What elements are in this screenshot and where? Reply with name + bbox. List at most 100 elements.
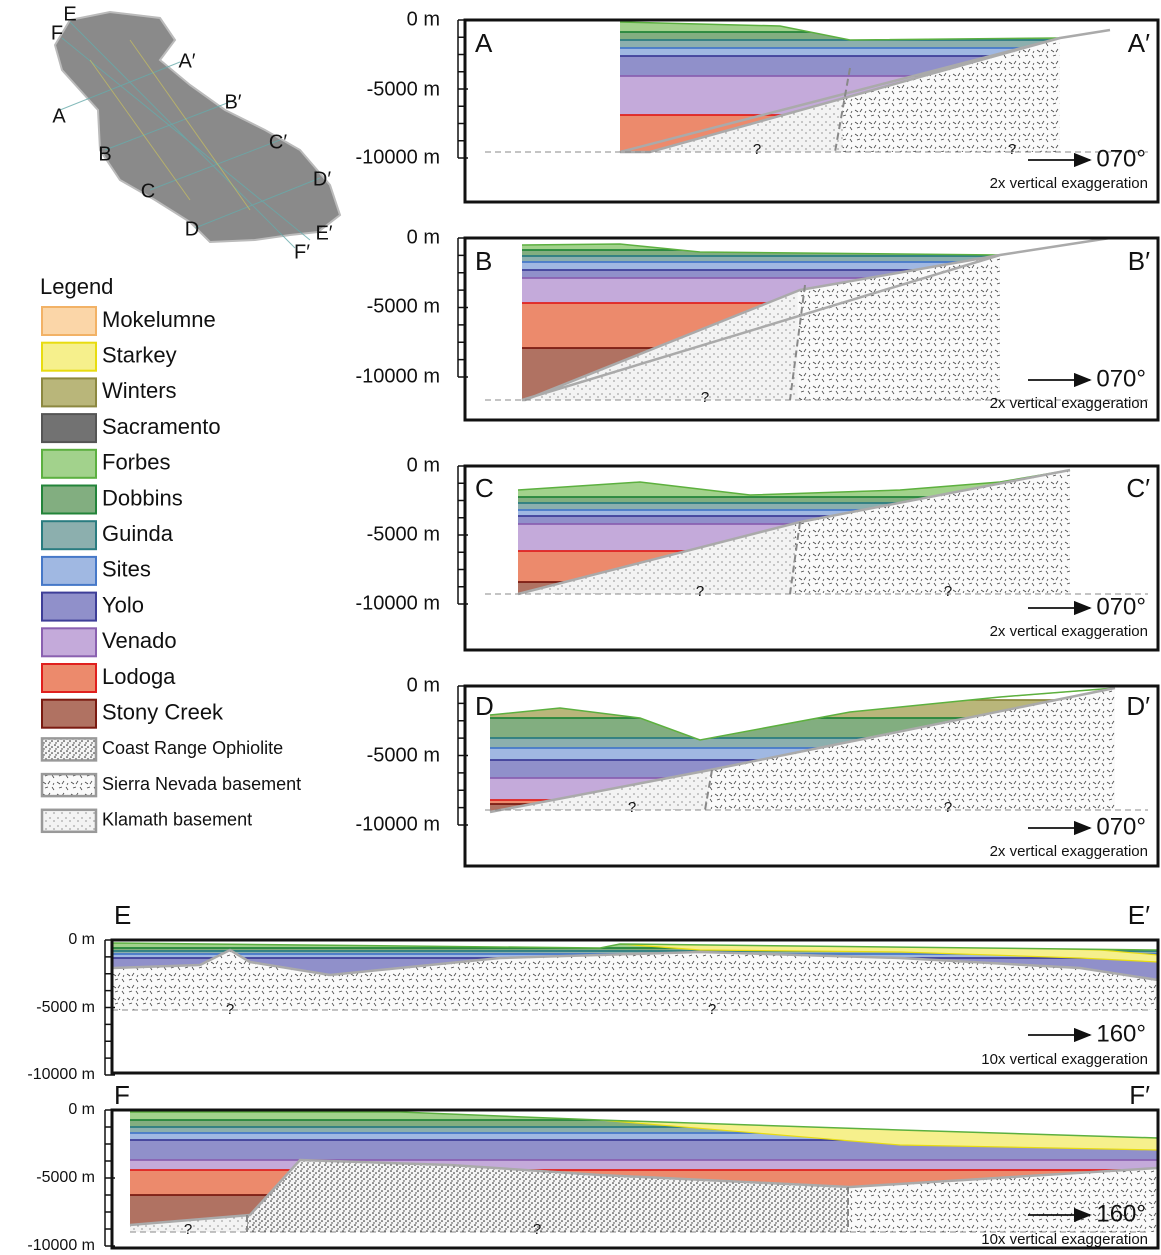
exaggeration: 10x vertical exaggeration xyxy=(981,1051,1148,1068)
section-end: B′ xyxy=(1128,246,1150,276)
depth-label: 0 m xyxy=(407,454,440,476)
legend-label: Winters xyxy=(102,378,177,403)
stratum xyxy=(112,1160,1158,1170)
legend-swatch xyxy=(42,450,96,478)
map-label: F′ xyxy=(294,241,310,263)
map-label: B′ xyxy=(224,91,241,113)
legend-label: Klamath basement xyxy=(102,810,252,830)
exaggeration: 2x vertical exaggeration xyxy=(990,623,1148,640)
legend-swatch xyxy=(42,521,96,549)
cross-section: 0 m -5000 m -10000 m B B′? 070° 2x vertical ex… xyxy=(356,226,1159,420)
section-end: D′ xyxy=(1126,691,1150,721)
map-label: E′ xyxy=(315,222,332,244)
exaggeration: 2x vertical exaggeration xyxy=(990,843,1148,860)
map-label: F xyxy=(51,22,63,44)
legend-label: Mokelumne xyxy=(102,307,216,332)
legend-label: Stony Creek xyxy=(102,700,224,725)
legend-swatch xyxy=(42,343,96,371)
depth-label: -5000 m xyxy=(36,1169,95,1186)
map-label: D xyxy=(185,218,199,240)
section-start: F xyxy=(114,1080,130,1110)
cross-section: 0 m -5000 m -10000 m C C′?? 070° 2x vertical e… xyxy=(356,454,1159,650)
legend-swatch xyxy=(42,307,96,335)
unknown-mark: ? xyxy=(628,799,636,816)
section-start: C xyxy=(475,473,494,503)
legend-label: Guinda xyxy=(102,521,174,546)
section-end: F′ xyxy=(1129,1080,1150,1110)
depth-label: -5000 m xyxy=(367,295,440,317)
legend-swatch xyxy=(42,378,96,406)
map-label: D′ xyxy=(313,168,331,190)
direction: 070° xyxy=(1096,813,1146,840)
legend-label: Sacramento xyxy=(102,414,221,439)
unknown-mark: ? xyxy=(226,1001,234,1018)
unknown-mark: ? xyxy=(533,1221,541,1238)
map-label: A xyxy=(52,105,66,127)
legend-label: Venado xyxy=(102,628,177,653)
depth-label: -10000 m xyxy=(27,1066,95,1083)
section-end: A′ xyxy=(1128,28,1150,58)
legend-swatch xyxy=(42,810,96,832)
section-start: E xyxy=(114,900,131,930)
section-start: B xyxy=(475,246,492,276)
unknown-mark: ? xyxy=(701,389,709,406)
legend-swatch xyxy=(42,593,96,621)
cross-section: 0 m -5000 m -10000 m D D′?? 070° 2x vertical e… xyxy=(356,674,1159,866)
exaggeration: 2x vertical exaggeration xyxy=(990,175,1148,192)
legend-label: Lodoga xyxy=(102,664,176,689)
unknown-mark: ? xyxy=(944,799,952,816)
legend-label: Dobbins xyxy=(102,485,183,510)
legend-title: Legend xyxy=(40,274,113,299)
cross-section: 0 m-5000 m-10000 mEE′??160°10x vertical … xyxy=(27,900,1158,1083)
cross-section: 0 m -5000 m -10000 m F F′?? 160° 10x vertical … xyxy=(27,1080,1158,1254)
section-end: E′ xyxy=(1128,900,1150,930)
legend-label: Starkey xyxy=(102,343,177,368)
legend-swatch xyxy=(42,628,96,656)
stratum xyxy=(465,270,1158,278)
section-start: A xyxy=(475,28,493,58)
section-start: D xyxy=(475,691,494,721)
figure: EFA′AB′BC′CD′DE′F′LegendMokelumneStarkey… xyxy=(0,0,1161,1255)
section-end: C′ xyxy=(1126,473,1150,503)
legend-label: Forbes xyxy=(102,450,170,475)
direction: 070° xyxy=(1096,145,1146,172)
depth-label: 0 m xyxy=(407,8,440,30)
depth-label: -10000 m xyxy=(356,592,441,614)
direction: 070° xyxy=(1096,593,1146,620)
exaggeration: 2x vertical exaggeration xyxy=(990,395,1148,412)
map-label: C′ xyxy=(269,131,287,153)
depth-label: -5000 m xyxy=(367,78,440,100)
legend-label: Sierra Nevada basement xyxy=(102,774,301,794)
unknown-mark: ? xyxy=(184,1221,192,1238)
legend-label: Coast Range Ophiolite xyxy=(102,738,283,758)
depth-label: -10000 m xyxy=(356,813,441,835)
legend-swatch xyxy=(42,738,96,760)
depth-label: 0 m xyxy=(407,674,440,696)
legend-swatch xyxy=(42,414,96,442)
direction: 160° xyxy=(1096,1200,1146,1227)
legend-swatch xyxy=(42,774,96,796)
depth-label: 0 m xyxy=(68,1101,95,1118)
unknown-mark: ? xyxy=(696,583,704,600)
stratum xyxy=(465,262,1158,270)
depth-label: -10000 m xyxy=(356,365,441,387)
depth-label: -5000 m xyxy=(367,744,440,766)
depth-label: 0 m xyxy=(68,931,95,948)
exaggeration: 10x vertical exaggeration xyxy=(981,1231,1148,1248)
map-label: B xyxy=(98,143,111,165)
direction: 070° xyxy=(1096,365,1146,392)
direction: 160° xyxy=(1096,1020,1146,1047)
legend-swatch xyxy=(42,700,96,728)
map-label: E xyxy=(63,3,76,25)
depth-label: -5000 m xyxy=(36,999,95,1016)
legend-swatch xyxy=(42,557,96,585)
depth-label: -5000 m xyxy=(367,523,440,545)
unknown-mark: ? xyxy=(753,141,761,158)
depth-label: 0 m xyxy=(407,226,440,248)
depth-label: -10000 m xyxy=(27,1237,95,1254)
legend-label: Sites xyxy=(102,557,151,582)
unknown-mark: ? xyxy=(944,583,952,600)
legend-label: Yolo xyxy=(102,592,144,617)
map-label: C xyxy=(141,180,155,202)
